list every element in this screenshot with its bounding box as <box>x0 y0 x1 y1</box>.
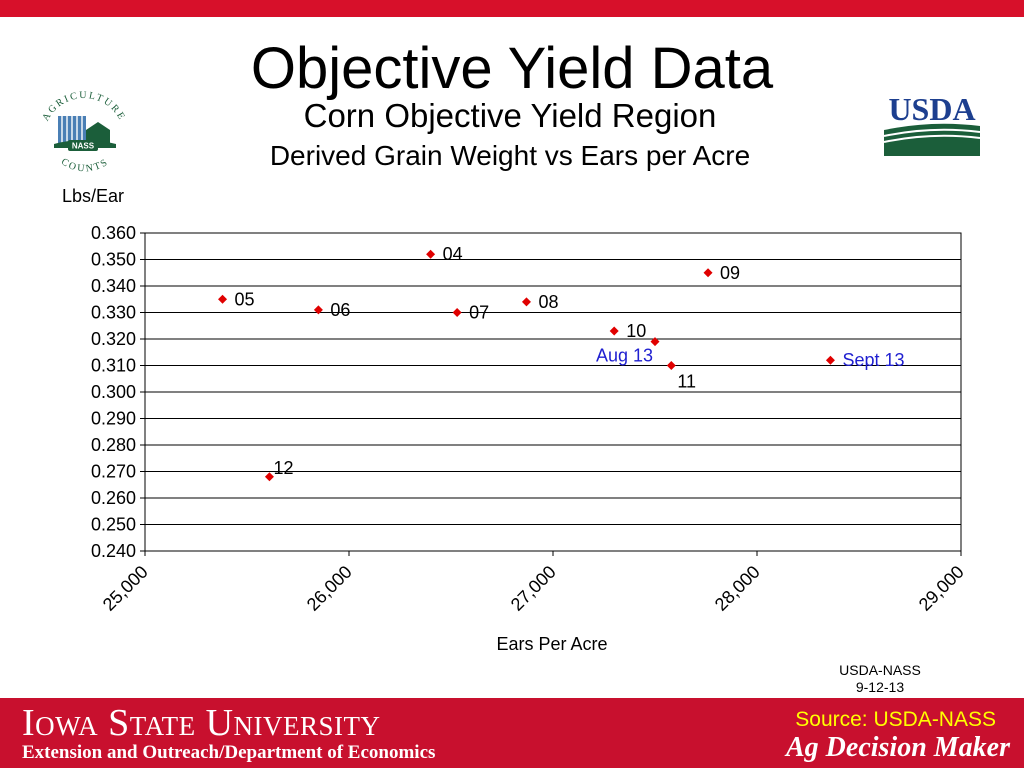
y-tick-label: 0.330 <box>91 303 136 323</box>
data-point-label: Aug 13 <box>596 346 653 366</box>
data-point-marker <box>264 472 274 482</box>
chart-subtitle: Derived Grain Weight vs Ears per Acre <box>269 140 751 171</box>
data-point-label: 09 <box>720 263 740 283</box>
x-tick-label: 28,000 <box>711 562 764 615</box>
axes <box>140 232 962 556</box>
data-point-marker <box>609 326 619 336</box>
x-tick-label: 29,000 <box>915 562 968 615</box>
ag-decision-maker-brand: Ag Decision Maker <box>786 732 1010 763</box>
data-point-marker <box>666 361 676 370</box>
y-tick-label: 0.270 <box>91 462 136 482</box>
y-tick-label: 0.310 <box>91 356 136 376</box>
y-tick-label: 0.320 <box>91 329 136 349</box>
data-point-marker <box>452 308 462 317</box>
data-point-label: 07 <box>469 303 489 323</box>
y-tick-label: 0.340 <box>91 276 136 296</box>
usda-logo: USDA <box>883 92 981 156</box>
data-point-marker <box>521 297 531 307</box>
y-tick-label: 0.300 <box>91 382 136 402</box>
data-point-label: 05 <box>235 289 255 309</box>
x-tick-label: 25,000 <box>99 562 152 615</box>
y-tick-label: 0.250 <box>91 515 136 535</box>
usda-hills-icon <box>883 123 981 156</box>
scatter-chart: Lbs/Ear Ears Per Acre 0.240 0.250 0.260 0.2… <box>62 186 968 654</box>
nass-logo-badge: NASS <box>72 142 95 151</box>
chart-title: Corn Objective Yield Region <box>303 97 717 134</box>
y-tick-label: 0.260 <box>91 488 136 508</box>
data-point-label: 12 <box>273 458 293 478</box>
data-points: 04 05 06 07 08 09 10 11 12 Aug 13 Sept 13 <box>218 244 905 482</box>
data-point-marker <box>703 268 713 278</box>
y-tick-label: 0.240 <box>91 541 136 561</box>
data-point-marker <box>825 355 835 365</box>
y-tick-label: 0.350 <box>91 250 136 270</box>
university-name-text: Iowa State University <box>22 702 381 744</box>
data-point-label: 10 <box>626 321 646 341</box>
data-point-marker <box>313 305 323 315</box>
source-note-agency: USDA-NASS <box>839 662 921 678</box>
data-point-label: 04 <box>443 244 463 264</box>
top-accent-bar <box>0 0 1024 17</box>
nass-agriculture-counts-logo: AGRICULTURE COUNTS NASS <box>40 90 125 172</box>
data-point-label: Sept 13 <box>842 350 904 370</box>
y-tick-label: 0.360 <box>91 223 136 243</box>
data-point-label: 06 <box>330 300 350 320</box>
slide-title: Objective Yield Data <box>250 36 774 101</box>
source-note-date: 9-12-13 <box>855 679 905 695</box>
university-name: Iowa State University <box>22 702 381 744</box>
x-tick-label: 27,000 <box>507 562 560 615</box>
department-name: Extension and Outreach/Department of Eco… <box>22 742 436 763</box>
data-point-label: 11 <box>677 372 696 392</box>
y-axis-label: Lbs/Ear <box>62 186 124 206</box>
x-axis-label: Ears Per Acre <box>496 634 607 654</box>
y-tick-label: 0.280 <box>91 435 136 455</box>
data-point-marker <box>650 337 660 347</box>
footer-source: Source: USDA-NASS <box>795 708 996 731</box>
data-point-marker <box>426 249 436 259</box>
data-point-marker <box>218 294 228 304</box>
source-note: USDA-NASS 9-12-13 <box>800 662 960 696</box>
usda-logo-text: USDA <box>888 92 975 127</box>
x-tick-label: 26,000 <box>303 562 356 615</box>
gridlines <box>145 232 961 552</box>
data-point-label: 08 <box>538 292 558 312</box>
footer-bar: Iowa State University Extension and Outr… <box>0 698 1024 768</box>
y-tick-label: 0.290 <box>91 409 136 429</box>
